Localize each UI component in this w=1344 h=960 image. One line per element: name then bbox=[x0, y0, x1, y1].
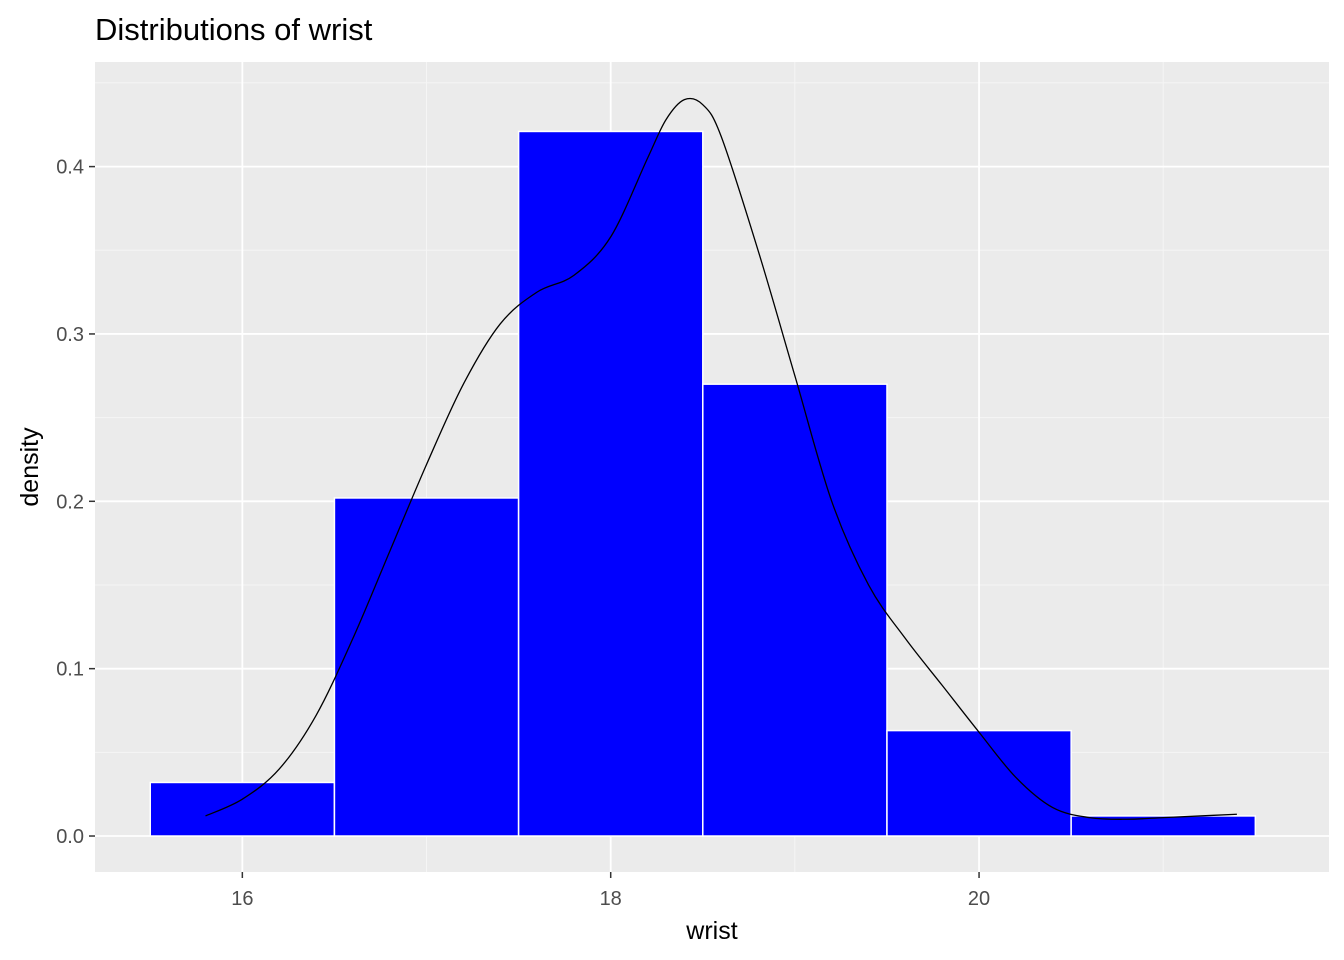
x-axis: 16 18 20 bbox=[231, 872, 990, 910]
histogram-bar bbox=[886, 729, 1072, 837]
histogram-bar bbox=[333, 497, 520, 837]
x-tick-label: 18 bbox=[600, 888, 622, 910]
histogram-bar bbox=[1070, 815, 1257, 837]
x-tick-label: 16 bbox=[231, 888, 253, 910]
histogram-bar bbox=[702, 383, 888, 837]
x-tick-label: 20 bbox=[968, 888, 990, 910]
chart-title: Distributions of wrist bbox=[95, 12, 373, 47]
y-tick-label: 0.4 bbox=[56, 157, 84, 179]
histogram-bar bbox=[149, 781, 336, 837]
y-tick-label: 0.0 bbox=[56, 826, 84, 848]
histogram-bars bbox=[149, 130, 1257, 837]
y-axis: 0.0 0.1 0.2 0.3 0.4 bbox=[56, 157, 95, 848]
y-tick-label: 0.3 bbox=[56, 324, 84, 346]
y-axis-title: density bbox=[16, 427, 44, 507]
histogram-bar bbox=[517, 130, 704, 837]
y-tick-label: 0.1 bbox=[56, 659, 84, 681]
density-curve bbox=[205, 97, 1237, 820]
x-axis-title: wrist bbox=[685, 917, 737, 945]
y-tick-label: 0.2 bbox=[56, 491, 84, 513]
